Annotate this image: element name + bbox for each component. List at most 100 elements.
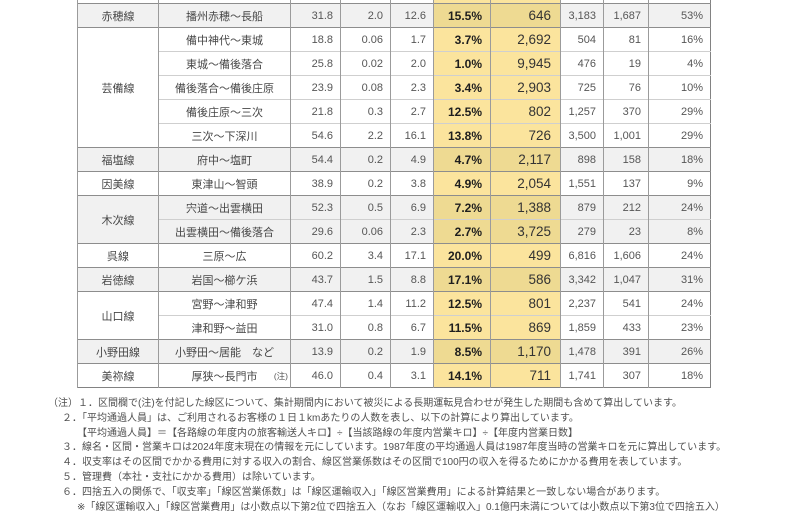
cropped-cell [77,0,159,4]
operating-coefficient-cell: 1,170 [490,339,561,364]
avg-passengers-current-cell: 307 [603,363,649,388]
cost-cell: 16.1 [390,123,434,148]
revenue-cell: 2.2 [340,123,391,148]
operating-km-cell: 31.0 [290,315,341,340]
section-cell: 備中神代〜東城 [158,27,291,52]
cost-cell: 2.3 [390,219,434,244]
avg-passengers-1987-cell: 6,816 [560,243,604,268]
footnote-line: 【平均通過人員】＝【各路線の年度内の旅客輸送人キロ】÷【当該路線の年度内営業キロ… [77,427,578,439]
avg-passengers-current-cell: 1,687 [603,3,649,28]
table-row: 赤穂線 播州赤穂〜長船 31.8 2.0 12.6 15.5% 646 3,183 1,687 5… [77,3,711,28]
balance-ratio-cell: 3.7% [433,27,491,52]
avg-passengers-1987-cell: 879 [560,195,604,220]
operating-km-cell: 25.8 [290,51,341,76]
balance-ratio-cell: 13.8% [433,123,491,148]
ratio-vs-1987-cell: 29% [648,123,711,148]
section-label: 播州赤穂〜長船 [186,10,263,23]
avg-passengers-1987-cell: 1,257 [560,99,604,124]
line-name-cell: 福塩線 [77,147,159,172]
cost-cell: 1.7 [390,27,434,52]
ratio-vs-1987-cell: 9% [648,171,711,196]
revenue-cell: 0.2 [340,147,391,172]
operating-coefficient-cell: 3,725 [490,219,561,244]
avg-passengers-1987-cell: 3,183 [560,3,604,28]
balance-ratio-cell: 2.7% [433,219,491,244]
operating-coefficient-cell: 869 [490,315,561,340]
operating-coefficient-cell: 802 [490,99,561,124]
table-row: 福塩線 府中〜塩町 54.4 0.2 4.9 4.7% 2,117 898 158 18% [77,147,711,172]
section-label: 厚狭〜長門市 [191,370,258,383]
section-cell: 備後庄原〜三次 [158,99,291,124]
avg-passengers-current-cell: 391 [603,339,649,364]
table-row: 芸備線 備中神代〜東城 18.8 0.06 1.7 3.7% 2,692 504 81 16% [77,27,711,148]
line-name-cell: 美祢線 [77,363,159,388]
operating-coefficient-cell: 586 [490,267,561,292]
section-label: 備中神代〜東城 [186,34,263,47]
avg-passengers-current-cell: 541 [603,291,649,316]
avg-passengers-1987-cell: 504 [560,27,604,52]
cropped-cell [290,0,341,4]
table-row: 備後庄原〜三次 21.8 0.3 2.7 12.5% 802 1,257 370 29% [78,99,711,124]
operating-km-cell: 29.6 [290,219,341,244]
section-label: 宮野〜津和野 [191,298,258,311]
balance-ratio-cell: 14.1% [433,363,491,388]
cost-cell: 4.9 [390,147,434,172]
table-row: 出雲横田〜備後落合 29.6 0.06 2.3 2.7% 3,725 279 23 8% [78,219,711,244]
section-label: 東城〜備後落合 [186,58,263,71]
section-cell: 厚狭〜長門市 (注) [158,363,291,388]
cropped-cell [603,0,649,4]
cost-cell: 12.6 [390,3,434,28]
section-label: 宍道〜出雲横田 [186,202,263,215]
balance-ratio-cell: 20.0% [433,243,491,268]
line-name-cell: 岩徳線 [77,267,159,292]
section-cell: 津和野〜益田 [158,315,291,340]
avg-passengers-current-cell: 158 [603,147,649,172]
balance-ratio-cell: 3.4% [433,75,491,100]
balance-ratio-cell: 12.5% [433,291,491,316]
footnotes: （注）１．区間欄で(注)を付記した線区について、集計期間内において被災による長期… [0,397,787,515]
ratio-vs-1987-cell: 23% [648,315,711,340]
line-name-cell: 小野田線 [77,339,159,364]
section-label: 備後落合〜備後庄原 [175,82,274,95]
balance-ratio-cell: 8.5% [433,339,491,364]
line-name-cell: 赤穂線 [77,3,159,28]
ratio-vs-1987-cell: 26% [648,339,711,364]
section-cell: 宍道〜出雲横田 [158,195,291,220]
table-row: 備後落合〜備後庄原 23.9 0.08 2.3 3.4% 2,903 725 76 10% [78,75,711,100]
avg-passengers-1987-cell: 2,237 [560,291,604,316]
footnote-line: ３．線名・区間・営業キロは2024年度末現在の情報を元にしています。1987年度… [62,442,727,454]
table-row: 三次〜下深川 54.6 2.2 16.1 13.8% 726 3,500 1,001 29% [78,123,711,148]
cropped-cell [433,0,491,4]
revenue-cell: 3.4 [340,243,391,268]
operating-coefficient-cell: 2,692 [490,27,561,52]
revenue-cell: 1.4 [340,291,391,316]
avg-passengers-1987-cell: 1,741 [560,363,604,388]
section-label: 府中〜塩町 [197,154,252,167]
cost-cell: 2.0 [390,51,434,76]
table-row: 因美線 東津山〜智頭 38.9 0.2 3.8 4.9% 2,054 1,551 137 9% [77,171,711,196]
cropped-cell [390,0,434,4]
cropped-cell [340,0,391,4]
ratio-vs-1987-cell: 8% [648,219,711,244]
cost-cell: 17.1 [390,243,434,268]
avg-passengers-current-cell: 76 [603,75,649,100]
section-label: 岩国〜櫛ケ浜 [191,274,258,287]
revenue-cell: 0.3 [340,99,391,124]
revenue-cell: 0.2 [340,339,391,364]
operating-km-cell: 46.0 [290,363,341,388]
table-row: 木次線 宍道〜出雲横田 52.3 0.5 6.9 7.2% 1,388 879 212 24% [77,195,711,244]
section-cell: 備後落合〜備後庄原 [158,75,291,100]
operating-km-cell: 52.3 [290,195,341,220]
avg-passengers-1987-cell: 3,342 [560,267,604,292]
section-cell: 出雲横田〜備後落合 [158,219,291,244]
line-name-cell: 因美線 [77,171,159,196]
section-label: 東津山〜智頭 [191,178,258,191]
table-row: 東城〜備後落合 25.8 0.02 2.0 1.0% 9,945 476 19 4% [78,51,711,76]
footnote-line: ４．収支率はその区間でかかる費用に対する収入の割合、線区営業係数はその区間で10… [62,457,688,469]
operating-coefficient-cell: 2,054 [490,171,561,196]
footnote-line: ６．四捨五入の関係で、「収支率」「線区営業係数」は「線区運輸収入」「線区営業費用… [62,486,666,498]
balance-ratio-cell: 12.5% [433,99,491,124]
cropped-row-sliver [77,0,711,4]
balance-ratio-cell: 7.2% [433,195,491,220]
avg-passengers-current-cell: 212 [603,195,649,220]
